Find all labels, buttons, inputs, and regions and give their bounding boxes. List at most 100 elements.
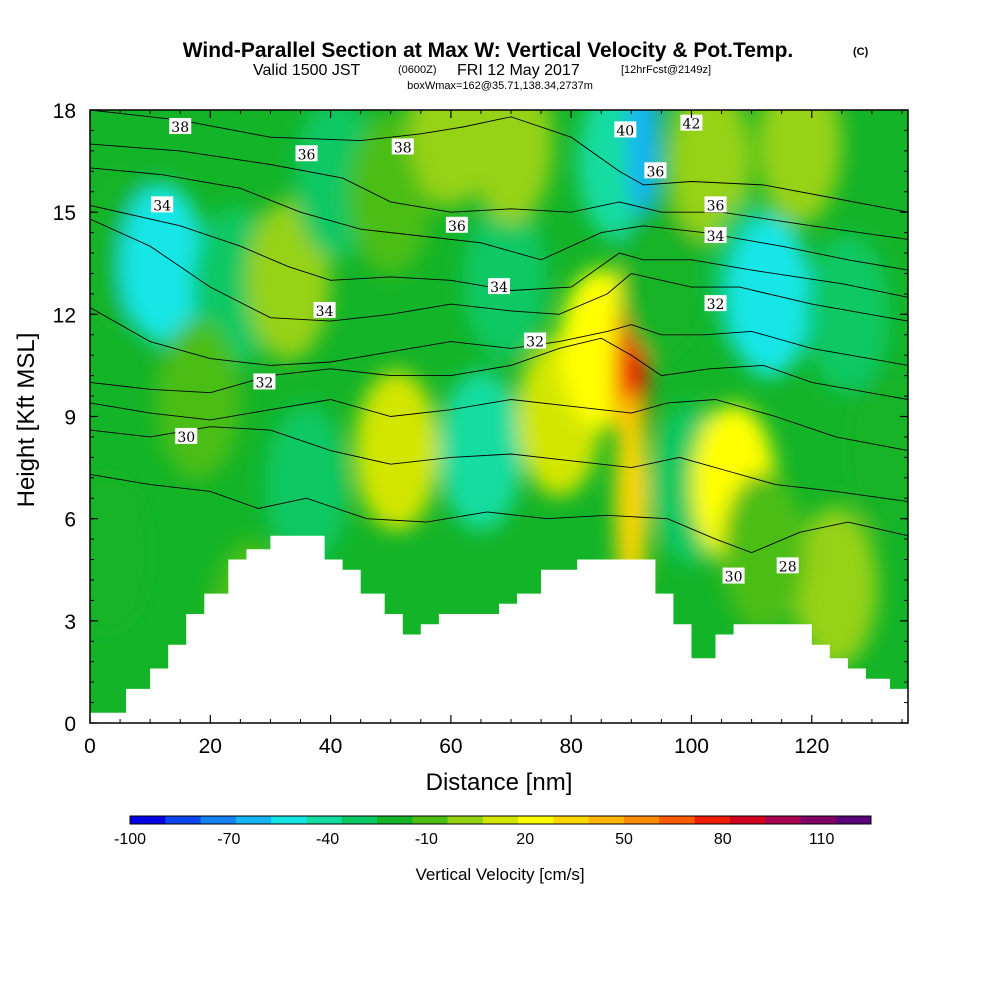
colorbar-swatch [482,816,519,824]
x-tick-label: 120 [794,735,829,758]
x-tick-label: 20 [199,735,222,758]
colorbar-swatch [412,816,449,824]
colorbar-swatch [271,816,307,824]
velocity-cell [120,183,205,344]
colorbar-tick-label: -100 [114,831,146,848]
svg-text:30: 30 [725,570,743,586]
colorbar-tick-label: -70 [217,831,240,848]
colorbar-swatch [341,816,378,824]
isoline-label: 34 [151,196,174,214]
velocity-cell [469,110,554,225]
y-tick-label: 3 [64,611,76,634]
colorbar-swatch [553,816,590,824]
velocity-cell [90,472,151,633]
colorbar-tick-label: -40 [316,831,339,848]
colorbar-tick-label: 110 [809,831,835,848]
colorbar-swatch [800,816,837,824]
isoline-label: 42 [680,114,703,133]
valid-time-line: Valid 1500 JST (0600Z) FRI 12 May 2017 [… [253,62,711,79]
y-tick-label: 6 [64,509,76,532]
svg-text:34: 34 [707,229,725,245]
isoline-label: 36 [704,196,727,214]
theta-isoline [90,473,908,554]
svg-text:28: 28 [779,559,797,575]
isoline-label: 38 [391,138,414,156]
x-axis-label: Distance [nm] [426,769,573,796]
velocity-cell [438,370,523,531]
x-axis: 0 20 40 60 80 100 120 [84,110,903,758]
velocity-cell [667,110,752,242]
theta-isoline [90,399,908,452]
svg-text:34: 34 [316,304,334,320]
chart-title: Wind-Parallel Section at Max W: Vertical… [183,39,794,62]
svg-text:38: 38 [394,140,412,156]
theta-isoline [90,204,908,298]
svg-text:32: 32 [256,375,274,391]
isoline-label: 34 [313,301,336,320]
svg-text:34: 34 [153,198,171,214]
svg-text:32: 32 [707,297,725,313]
forecast-info: [12hrFcst@2149z] [621,64,711,76]
colorbar-swatch [694,816,731,824]
y-tick-label: 15 [53,202,76,225]
theta-isoline [90,218,908,322]
theta-isoline [90,167,908,271]
x-tick-label: 60 [439,735,462,758]
svg-text:36: 36 [448,219,466,235]
colorbar-swatch [518,816,554,824]
colorbar-swatch [377,816,413,824]
velocity-cell [727,217,812,378]
colorbar-swatch [765,816,801,824]
colorbar-swatch [588,816,625,824]
isoline-label: 32 [704,295,727,313]
svg-text:32: 32 [526,335,544,351]
box-info: boxWmax=162@35.71,138.34,2737m [407,80,593,92]
velocity-cell [805,234,890,395]
y-axis-label: Height [Kft MSL] [13,333,40,508]
svg-text:40: 40 [616,123,634,139]
velocity-cell [354,370,439,531]
y-tick-label: 18 [53,100,76,123]
colorbar-tick-label: 20 [516,831,534,848]
colorbar: -100 -70 -40 -10 20 50 80 110 [114,815,872,848]
colorbar-swatch [624,816,660,824]
isoline-label: 34 [704,227,727,245]
isoline-label: 30 [722,567,745,586]
velocity-cell [264,404,349,565]
copyright-mark: (C) [853,46,869,58]
svg-text:42: 42 [683,117,701,133]
colorbar-swatch [659,816,696,824]
isoline-label: 28 [776,557,799,575]
theta-isoline [90,426,908,503]
colorbar-swatch [729,816,766,824]
isoline-label: 30 [175,427,198,446]
svg-text:34: 34 [490,280,508,296]
svg-text:38: 38 [171,120,189,136]
colorbar-title: Vertical Velocity [cm/s] [415,865,584,884]
svg-text:36: 36 [298,147,316,163]
y-tick-label: 0 [64,713,76,736]
velocity-cell [847,370,908,531]
isoline-label: 38 [169,118,192,136]
terrain-mask [90,535,908,723]
x-tick-label: 0 [84,735,96,758]
colorbar-swatch [835,816,872,824]
colorbar-swatch [235,816,272,824]
velocity-cell [721,472,806,633]
colorbar-swatch [130,816,166,824]
x-tick-label: 100 [674,735,709,758]
isoline-label: 32 [524,332,547,351]
valid-prefix: Valid 1500 JST [253,62,361,79]
x-tick-label: 40 [319,735,342,758]
velocity-cell [156,319,241,480]
theta-isoline-labels: 38 38 40 42 36 36 36 34 36 34 34 32 34 32 32 30 30 28 [151,114,799,586]
svg-text:30: 30 [177,430,195,446]
colorbar-tick-label: 80 [714,831,732,848]
svg-text:36: 36 [646,164,664,180]
y-tick-label: 12 [53,304,76,327]
y-tick-label: 9 [64,407,76,430]
colorbar-swatch [200,816,237,824]
velocity-cell [793,506,878,667]
